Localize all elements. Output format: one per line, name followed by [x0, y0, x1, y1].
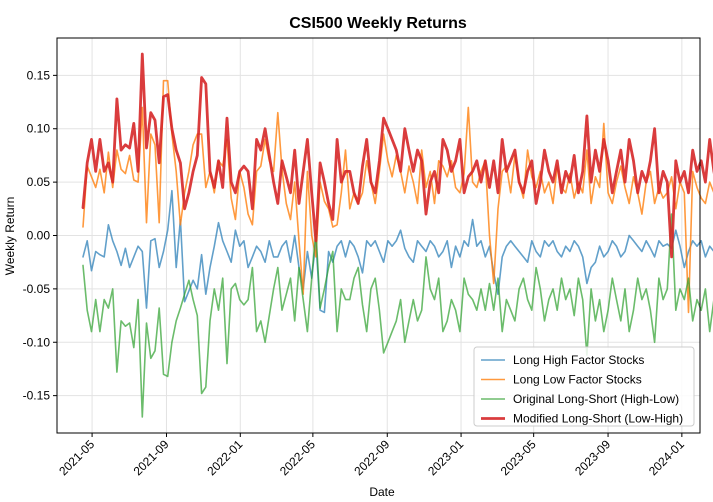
legend-box	[473, 346, 695, 427]
series-line-3	[81, 52, 713, 259]
legend-label: Long Low Factor Stocks	[513, 373, 642, 387]
legend-label: Modified Long-Short (Low-High)	[513, 412, 683, 426]
series-line-0	[82, 189, 713, 314]
x-tick-label: 2021-09	[131, 437, 172, 478]
x-tick-label: 2022-09	[351, 437, 392, 478]
x-axis: 2021-05 2021-09 2022-01 2022-05 2022-09 2023-…	[56, 433, 687, 478]
x-axis-label: Date	[369, 485, 395, 499]
y-tick-label: -0.10	[23, 335, 51, 349]
y-tick-label: 0.00	[27, 229, 51, 243]
x-tick-label: 2022-01	[204, 437, 245, 478]
legend: Long High Factor Stocks Long Low Factor S…	[473, 346, 695, 427]
y-axis-label: Weekly Return	[3, 197, 17, 275]
x-tick-label: 2023-01	[425, 437, 466, 478]
chart-title: CSI500 Weekly Returns	[289, 15, 467, 32]
x-tick-label: 2023-09	[572, 437, 613, 478]
y-tick-label: -0.05	[23, 282, 51, 296]
series-lines	[81, 52, 713, 418]
y-tick-label: 0.15	[27, 68, 51, 82]
y-tick-label: 0.05	[27, 175, 51, 189]
y-tick-label: 0.10	[27, 122, 51, 136]
x-tick-label: 2022-05	[277, 437, 318, 478]
series-line-2	[82, 213, 713, 418]
x-tick-label: 2021-05	[56, 437, 97, 478]
y-axis: -0.15 -0.10 -0.05 0.00 0.05 0.10 0.15	[23, 68, 57, 403]
legend-label: Original Long-Short (High-Low)	[513, 392, 679, 406]
y-tick-label: -0.15	[23, 389, 51, 403]
legend-label: Long High Factor Stocks	[513, 353, 644, 367]
x-tick-label: 2024-01	[646, 437, 687, 478]
series-line-1	[82, 79, 713, 314]
x-tick-label: 2023-05	[498, 437, 539, 478]
